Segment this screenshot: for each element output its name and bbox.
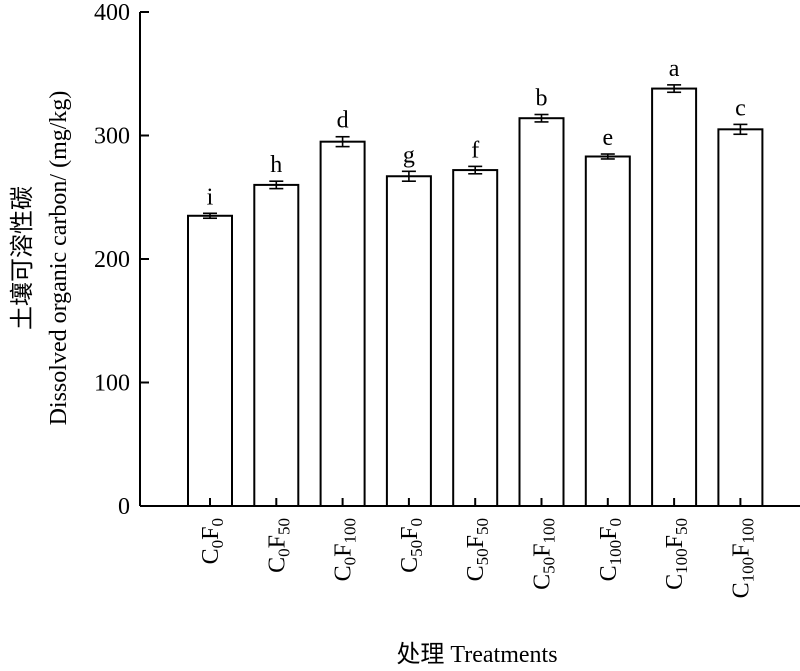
significance-letter: f [471,137,479,163]
error-bar [269,180,284,190]
error-bar [468,165,483,175]
significance-letter: d [337,108,349,134]
significance-letter: e [602,125,613,151]
y-axis-label-english: Dissolved organic carbon/ (mg/kg) [46,91,72,426]
error-bar [600,153,615,160]
x-axis: C0F0 C0F50 C0F100 C50F0 C50F50 C50F100 C100F0 C… [140,498,800,598]
x-tick-label: C100F100 [728,518,757,598]
bar [518,117,565,508]
y-axis: 0 100 200 300 400 [94,0,149,520]
significance-letter: h [270,152,282,178]
x-tick-label: C0F100 [331,518,360,581]
x-tick-label: C50F100 [530,518,559,590]
bar [385,175,432,507]
error-bar [667,84,682,94]
significance-letter: a [669,56,680,82]
error-bar [335,135,350,148]
x-tick-label: C50F0 [397,518,426,573]
bar [187,214,233,507]
error-bar [534,113,549,123]
error-bar [203,212,217,220]
x-tick-label: C100F50 [662,518,691,590]
y-axis-label-chinese: 土壤可溶性碳 [9,186,36,330]
bars: i h d g f b e a c [187,56,764,508]
significance-letter: b [536,86,548,112]
bar [717,128,764,507]
x-tick-label: C0F0 [198,518,227,564]
significance-letter: i [207,184,214,210]
significance-letter: g [403,142,415,168]
x-tick-label: C100F0 [596,518,625,581]
error-bar [401,170,416,182]
y-tick-label: 0 [118,494,130,520]
y-tick-label: 400 [94,0,130,26]
bar [253,183,300,507]
bar [452,169,499,508]
y-tick-label: 100 [94,371,130,397]
bar [651,87,698,507]
bar [319,140,366,508]
significance-letter: c [735,95,746,121]
x-axis-label: 处理 Treatments [396,641,557,668]
error-bar [733,123,748,136]
bar [584,155,631,507]
x-tick-label: C0F50 [264,518,293,573]
x-tick-label: C50F50 [463,518,492,581]
y-tick-label: 300 [94,124,130,150]
y-tick-label: 200 [94,247,130,273]
